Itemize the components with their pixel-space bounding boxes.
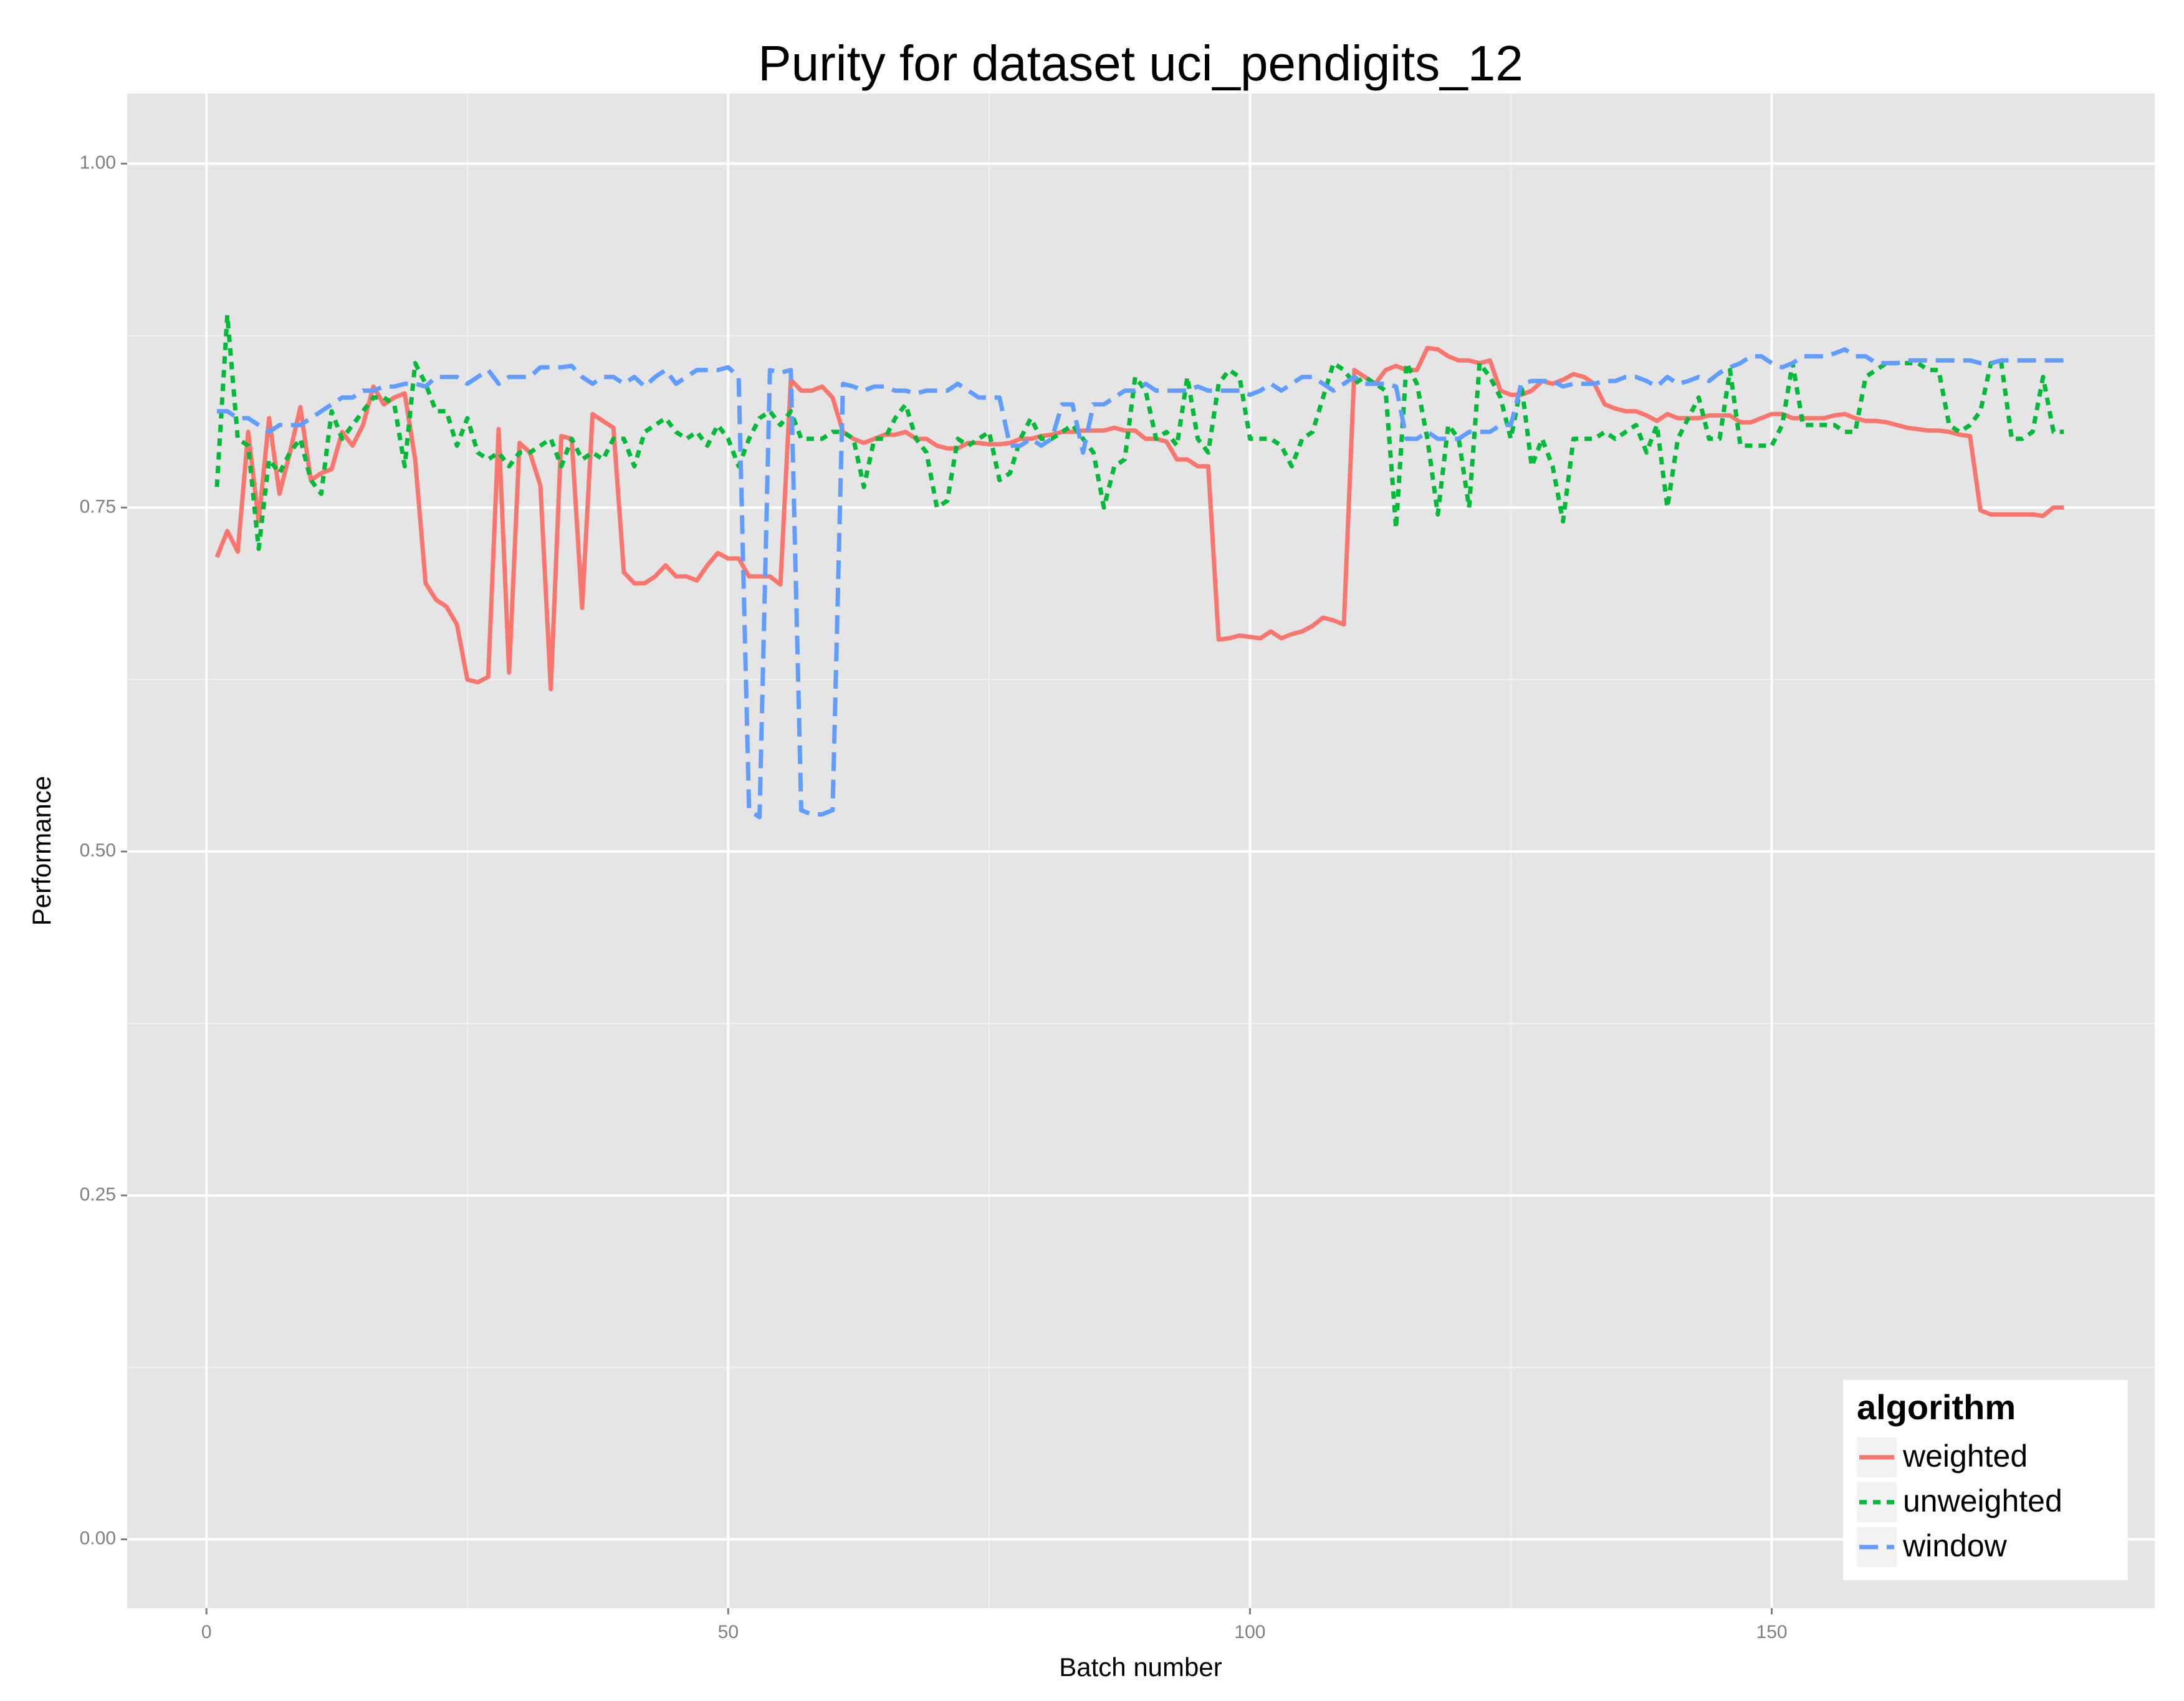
legend-label: weighted: [1902, 1439, 2028, 1473]
chart-title: Purity for dataset uci_pendigits_12: [758, 36, 1523, 91]
legend-label: window: [1902, 1528, 2008, 1563]
y-tick-label: 1.00: [80, 152, 116, 173]
legend-label: unweighted: [1903, 1483, 2062, 1518]
lines: [214, 312, 2064, 820]
y-axis-title: Performance: [27, 776, 56, 926]
x-axis-title: Batch number: [1059, 1652, 1222, 1682]
x-tick-label: 50: [718, 1622, 739, 1642]
x-tick-label: 150: [1756, 1622, 1788, 1642]
x-tick-label: 100: [1234, 1622, 1265, 1642]
series-line: [214, 312, 2064, 551]
x-tick-label: 0: [201, 1622, 212, 1642]
series-line: [217, 347, 2064, 820]
y-tick-label: 0.75: [80, 496, 116, 517]
series-line: [214, 345, 2064, 692]
legend-title: algorithm: [1857, 1387, 2016, 1427]
y-tick-label: 0.50: [80, 840, 116, 861]
legend: algorithm weighted unweighted window: [1843, 1380, 2128, 1580]
y-tick-label: 0.25: [80, 1184, 116, 1205]
y-tick-label: 0.00: [80, 1528, 116, 1549]
grid: [127, 93, 2155, 1608]
